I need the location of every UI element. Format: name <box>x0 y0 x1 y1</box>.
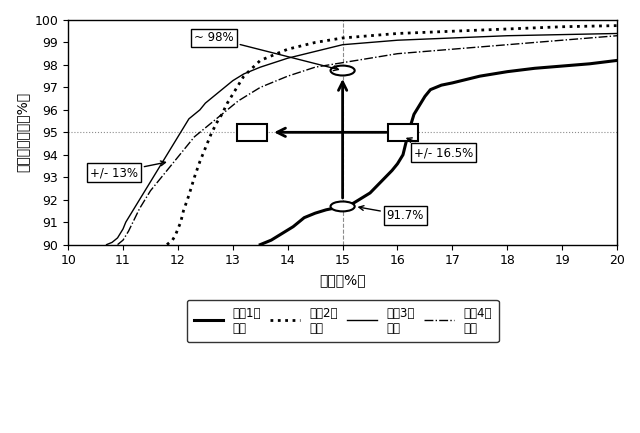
Y-axis label: 累積分布関数（%）: 累積分布関数（%） <box>15 92 29 172</box>
Legend: 分析1の
偏り, 分析2の
偏り, 分析3の
偏り, 分析4の
偏り: 分析1の 偏り, 分析2の 偏り, 分析3の 偏り, 分析4の 偏り <box>186 300 499 342</box>
X-axis label: 偏り（%）: 偏り（%） <box>319 273 366 287</box>
Text: ~ 98%: ~ 98% <box>195 32 339 71</box>
Text: 91.7%: 91.7% <box>359 206 424 222</box>
Circle shape <box>330 201 355 211</box>
Bar <box>237 124 268 141</box>
Bar <box>388 124 419 141</box>
Circle shape <box>330 65 355 75</box>
Text: +/- 13%: +/- 13% <box>90 161 166 179</box>
Text: +/- 16.5%: +/- 16.5% <box>407 138 473 159</box>
